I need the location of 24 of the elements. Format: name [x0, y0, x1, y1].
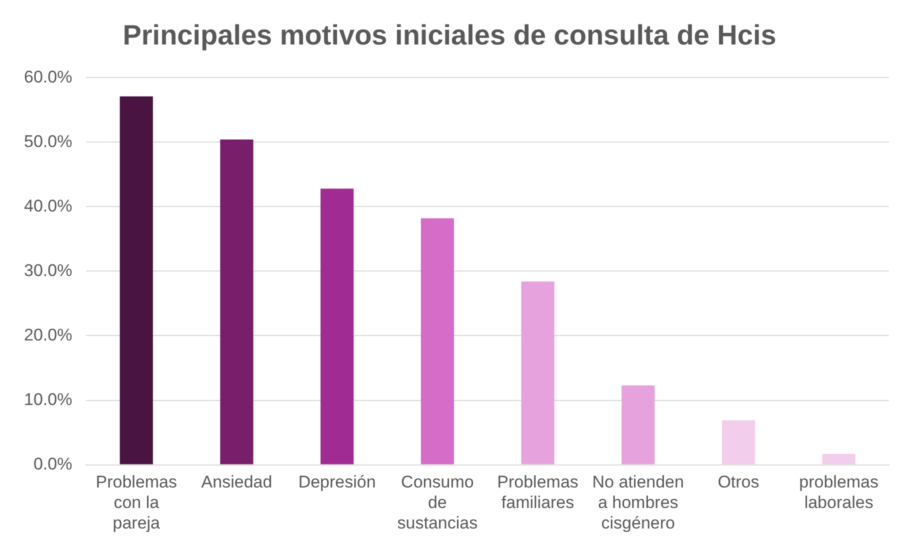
x-tick-label: Ansiedad — [201, 472, 272, 492]
bar — [420, 218, 454, 464]
bar — [220, 140, 254, 464]
chart-title: Principales motivos iniciales de consulta de Hcis — [122, 20, 776, 51]
x-tick-label: problemas laborales — [799, 472, 879, 512]
bar — [822, 454, 856, 464]
y-tick-label: 20.0% — [24, 325, 72, 344]
bar — [120, 96, 153, 464]
y-tick-label: 40.0% — [24, 196, 72, 216]
x-tick-label: Problemas con la pareja — [96, 472, 178, 532]
x-tick-label: Depresión — [298, 472, 376, 492]
bar — [521, 282, 554, 464]
y-tick-label: 0.0% — [33, 454, 72, 474]
bar — [622, 385, 655, 464]
y-tick-label: 50.0% — [24, 132, 72, 151]
x-tick-label: Otros — [718, 472, 760, 492]
x-tick-label: Problemas familiares — [497, 472, 578, 512]
x-tick-label: No atienden a hombres cisgénero — [592, 472, 684, 532]
bar — [320, 188, 354, 464]
bar — [722, 420, 756, 464]
x-tick-label: Consumo de sustancias — [397, 472, 478, 532]
y-tick-label: 30.0% — [24, 260, 72, 280]
y-tick-label: 10.0% — [24, 390, 72, 409]
y-tick-label: 60.0% — [24, 67, 72, 86]
